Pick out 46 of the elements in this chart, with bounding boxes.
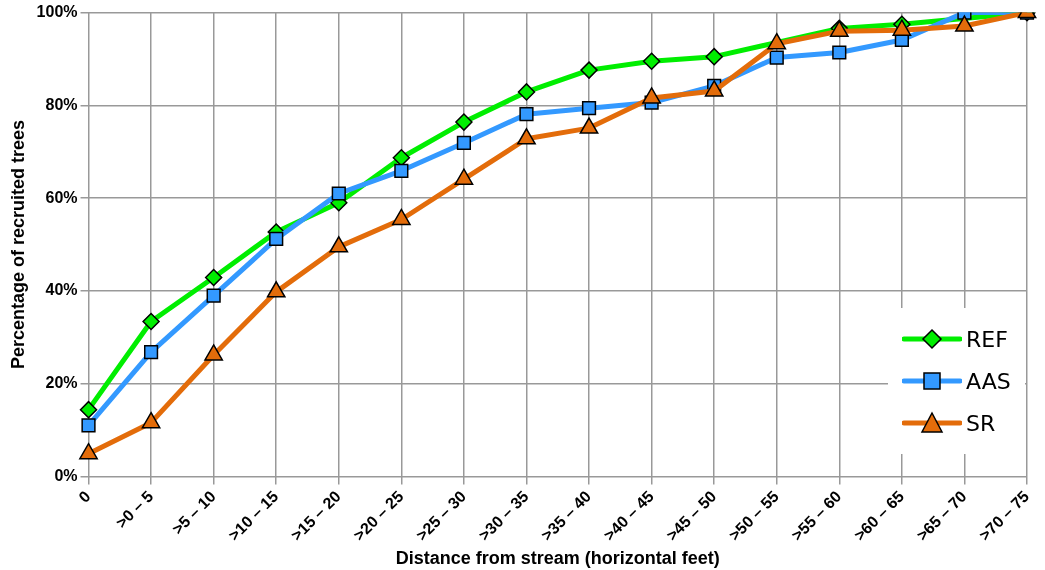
point — [769, 50, 784, 65]
y-axis-title: Percentage of recruited trees — [7, 119, 28, 370]
x-tick-label: >5 – 10 — [168, 487, 219, 538]
point — [269, 231, 284, 247]
x-tick-label: 0 — [75, 487, 94, 506]
legend-label: REF — [966, 326, 1008, 352]
y-tick-label: 40% — [45, 281, 78, 299]
y-tick-label: 80% — [45, 95, 78, 113]
y-tick-label: 60% — [45, 188, 78, 206]
point — [581, 101, 597, 116]
x-tick-label: >20 – 25 — [350, 487, 407, 544]
legend-label: SR — [966, 410, 996, 436]
point — [642, 52, 661, 71]
x-tick-label: >10 – 15 — [225, 487, 282, 544]
point — [394, 163, 409, 178]
legend-label: AAS — [966, 368, 1011, 394]
point — [705, 47, 723, 66]
y-tick-label: 100% — [36, 3, 78, 21]
point — [519, 107, 534, 122]
x-tick-label: >15 – 20 — [287, 487, 345, 544]
y-tick-label: 20% — [45, 374, 78, 392]
x-axis-title: Distance from stream (horizontal feet) — [395, 548, 720, 569]
point — [456, 135, 472, 151]
point — [79, 400, 98, 419]
x-tick-label: >40 – 45 — [600, 487, 657, 544]
x-tick-label: >45 – 50 — [663, 487, 720, 544]
point — [580, 61, 598, 79]
x-tick-label: >25 – 30 — [412, 487, 470, 544]
point — [204, 268, 223, 287]
x-tick-label: >0 – 5 — [112, 487, 157, 532]
x-tick-label: >35 – 40 — [537, 487, 595, 544]
point — [517, 83, 536, 101]
x-tick-label: >50 – 55 — [725, 487, 783, 544]
point — [143, 345, 159, 360]
point — [455, 113, 473, 131]
x-tick-label: >55 – 60 — [788, 487, 845, 544]
point — [81, 418, 96, 433]
x-tick-label: >70 – 75 — [975, 487, 1033, 544]
x-tick-label: >60 – 65 — [850, 487, 908, 544]
point — [142, 312, 160, 331]
point — [832, 45, 847, 60]
x-tick-label: >30 – 35 — [475, 487, 532, 544]
point — [206, 288, 221, 303]
point — [331, 186, 346, 201]
x-tick-label: >65 – 70 — [913, 487, 970, 544]
y-tick-label: 0% — [54, 466, 78, 484]
